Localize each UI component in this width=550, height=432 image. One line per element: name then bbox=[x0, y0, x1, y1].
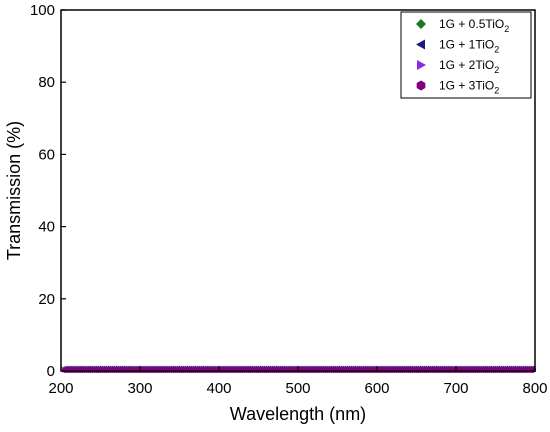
legend-label: 1G + 0.5TiO2 bbox=[439, 17, 509, 34]
legend-marker bbox=[416, 19, 426, 29]
legend-marker bbox=[417, 60, 426, 70]
legend-label: 1G + 2TiO2 bbox=[439, 58, 499, 75]
y-axis-title: Transmission (%) bbox=[4, 121, 24, 260]
x-axis-ticks: 200 300 400 500 600 700 800 bbox=[48, 366, 548, 397]
y-tick-label: 60 bbox=[38, 146, 55, 163]
x-tick-label: 800 bbox=[522, 380, 547, 397]
x-tick-label: 400 bbox=[206, 380, 231, 397]
x-tick-label: 500 bbox=[285, 380, 310, 397]
x-tick-label: 200 bbox=[48, 380, 73, 397]
legend-marker bbox=[416, 39, 425, 50]
y-axis-ticks: 0 20 40 60 80 100 bbox=[30, 2, 66, 380]
y-tick-label: 0 bbox=[47, 363, 55, 380]
legend-label: 1G + 1TiO2 bbox=[439, 38, 499, 55]
y-tick-label: 100 bbox=[30, 2, 55, 19]
x-axis-title: Wavelength (nm) bbox=[230, 404, 366, 424]
series-layer bbox=[61, 365, 537, 374]
series-4 bbox=[62, 366, 536, 374]
y-tick-label: 80 bbox=[38, 74, 55, 91]
x-tick-label: 300 bbox=[127, 380, 152, 397]
legend-marker bbox=[416, 80, 426, 91]
y-tick-label: 40 bbox=[38, 219, 55, 236]
x-tick-label: 700 bbox=[443, 380, 468, 397]
legend: 1G + 0.5TiO2 1G + 1TiO2 1G + 2TiO2 1G + 3Ti… bbox=[400, 11, 532, 99]
x-tick-label: 600 bbox=[364, 380, 389, 397]
legend-label: 1G + 3TiO2 bbox=[439, 79, 499, 96]
y-tick-label: 20 bbox=[38, 291, 55, 308]
